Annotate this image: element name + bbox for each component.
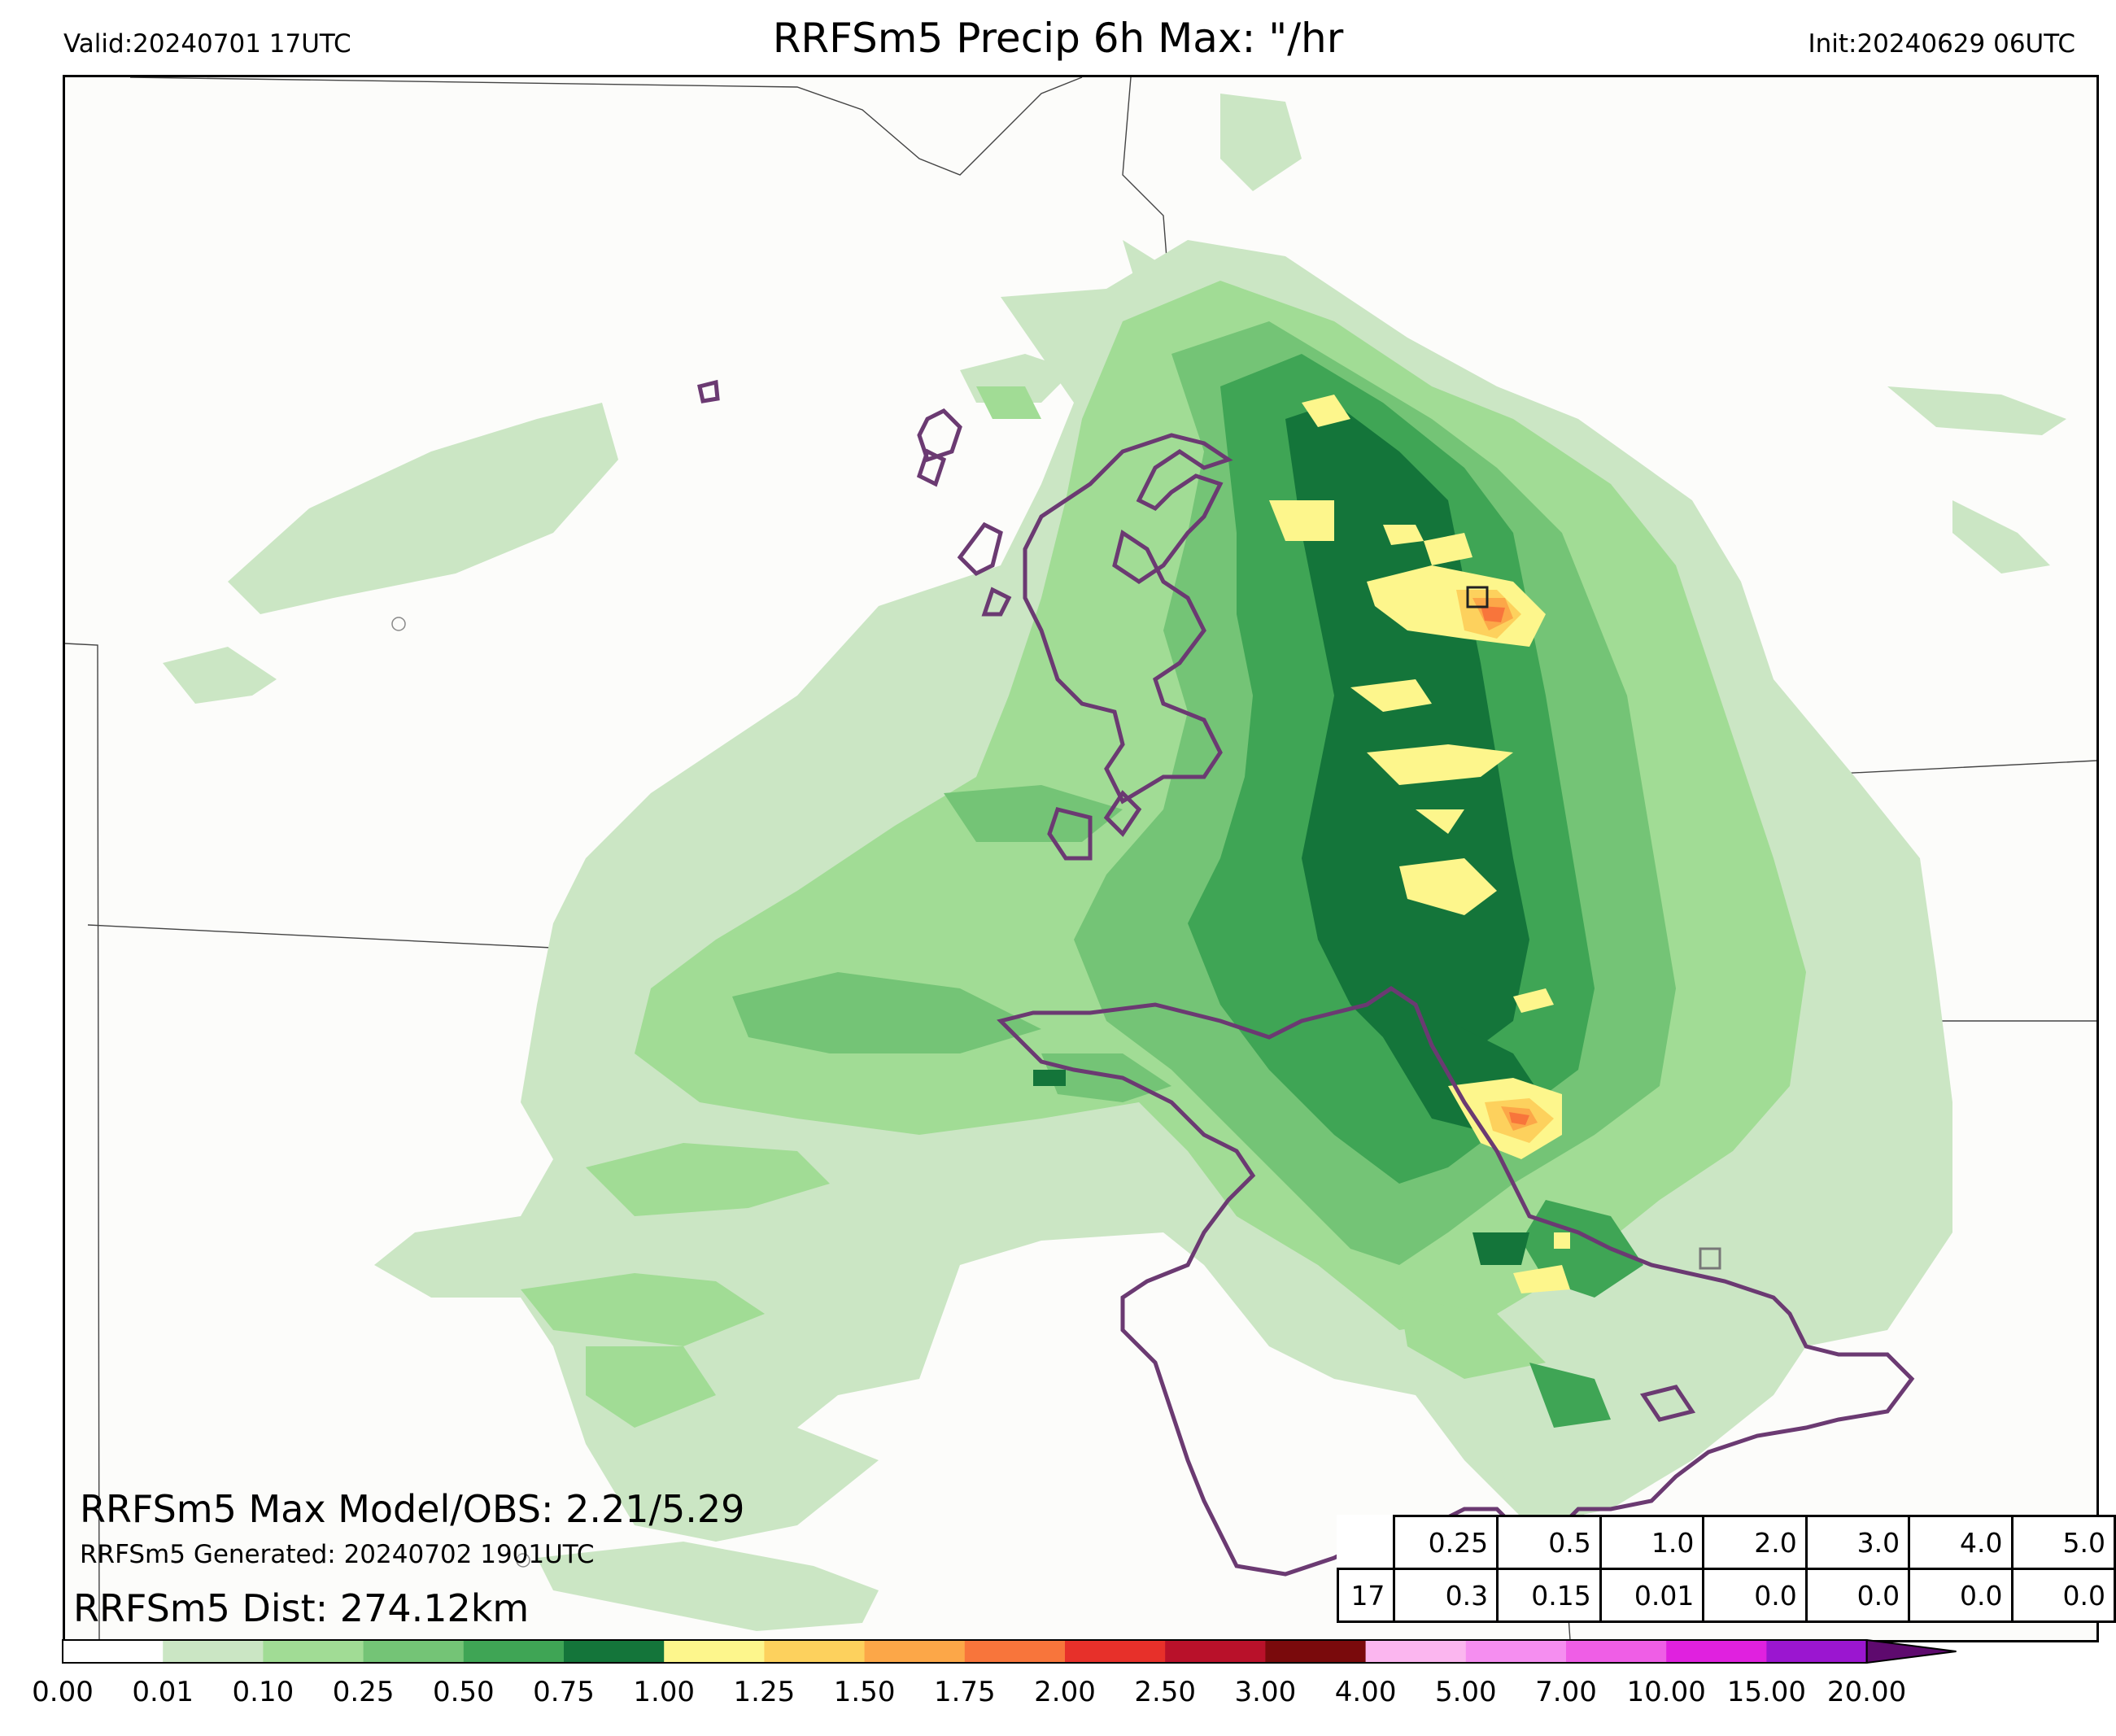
hour-label-cell: 17 [1336, 1568, 1396, 1623]
colorbar-swatch [864, 1640, 966, 1663]
colorbar-swatch [463, 1640, 565, 1663]
map-title: RRFSm5 Precip 6h Max: "/hr [772, 15, 1344, 62]
colorbar-tick-label: 20.00 [1826, 1676, 1907, 1708]
colorbar-frame [62, 1639, 1868, 1664]
colorbar-swatch [1766, 1640, 1868, 1663]
valid-time-label: Valid:20240701 17UTC [63, 29, 351, 59]
value-cell: 0.0 [2010, 1568, 2116, 1623]
colorbar-tick-label: 3.00 [1234, 1676, 1297, 1708]
map-panel [63, 75, 2099, 1642]
colorbar-swatch [564, 1640, 665, 1663]
colorbar-tick-label: 0.50 [432, 1676, 495, 1708]
colorbar-tick-label: 10.00 [1626, 1676, 1706, 1708]
colorbar-swatch [1365, 1640, 1467, 1663]
colorbar-swatch [63, 1640, 164, 1663]
colorbar-tick-label: 1.25 [733, 1676, 796, 1708]
colorbar-swatch [1566, 1640, 1667, 1663]
colorbar-swatch [964, 1640, 1066, 1663]
colorbar-tick-label: 1.75 [933, 1676, 996, 1708]
colorbar-tick-label: 1.50 [833, 1676, 896, 1708]
value-cell: 0.01 [1599, 1568, 1705, 1623]
colorbar-swatch [1666, 1640, 1767, 1663]
colorbar-swatch [1065, 1640, 1166, 1663]
obs-contours [697, 379, 1915, 1577]
threshold-cell: 0.25 [1393, 1515, 1499, 1570]
value-cell: 0.0 [1908, 1568, 2013, 1623]
threshold-cell: 5.0 [2010, 1515, 2116, 1570]
header: Valid:20240701 17UTC RRFSm5 Precip 6h Ma… [0, 0, 2116, 73]
value-row: 17 0.3 0.15 0.01 0.0 0.0 0.0 0.0 [1336, 1568, 2116, 1623]
threshold-cell: 4.0 [1908, 1515, 2013, 1570]
colorbar-swatches [62, 1638, 1957, 1664]
distance-text: RRFSm5 Dist: 274.12km [73, 1586, 530, 1630]
value-cell: 0.0 [1804, 1568, 1911, 1623]
corner-cell [1338, 1516, 1394, 1569]
colorbar-swatch [1165, 1640, 1266, 1663]
value-cell: 0.15 [1496, 1568, 1602, 1623]
precip-extreme [1456, 590, 1554, 1143]
threshold-cell: 0.5 [1496, 1515, 1602, 1570]
max-model-box [1466, 586, 1489, 608]
max-model-obs-text: RRFSm5 Max Model/OBS: 2.21/5.29 [80, 1487, 745, 1531]
colorbar-extend-arrow [1865, 1638, 1957, 1664]
threshold-cell: 2.0 [1702, 1515, 1808, 1570]
colorbar-tick-label: 0.25 [332, 1676, 395, 1708]
colorbar [62, 1638, 1957, 1664]
value-cell: 0.0 [1702, 1568, 1808, 1623]
threshold-cell: 3.0 [1804, 1515, 1911, 1570]
colorbar-tick-label: 15.00 [1726, 1676, 1807, 1708]
colorbar-tick-label: 5.00 [1434, 1676, 1497, 1708]
station-ring-2 [516, 1553, 530, 1568]
colorbar-swatch [363, 1640, 465, 1663]
colorbar-tick-label: 1.00 [633, 1676, 696, 1708]
station-ring [391, 617, 406, 631]
colorbar-swatch [1265, 1640, 1367, 1663]
colorbar-tick-label: 0.00 [32, 1676, 94, 1708]
threshold-stats-table: 0.25 0.5 1.0 2.0 3.0 4.0 5.0 17 0.3 0.15… [1336, 1515, 2116, 1623]
init-time-label: Init:20240629 06UTC [1808, 29, 2075, 59]
threshold-row: 0.25 0.5 1.0 2.0 3.0 4.0 5.0 [1338, 1515, 2116, 1570]
generated-time-text: RRFSm5 Generated: 20240702 1901UTC [80, 1540, 595, 1569]
value-cell: 0.3 [1393, 1568, 1499, 1623]
max-obs-box [1699, 1247, 1721, 1270]
colorbar-swatch [263, 1640, 364, 1663]
precip-intense [1269, 395, 1570, 1293]
colorbar-swatch [664, 1640, 765, 1663]
colorbar-swatch [764, 1640, 866, 1663]
colorbar-tick-label: 0.75 [533, 1676, 595, 1708]
colorbar-tick-label: 0.01 [132, 1676, 194, 1708]
colorbar-tick-label: 0.10 [232, 1676, 294, 1708]
colorbar-tick-label: 2.00 [1034, 1676, 1096, 1708]
colorbar-swatch [163, 1640, 264, 1663]
precip-map [65, 77, 2096, 1640]
colorbar-tick-label: 7.00 [1535, 1676, 1597, 1708]
threshold-cell: 1.0 [1599, 1515, 1705, 1570]
colorbar-tick-label: 4.00 [1334, 1676, 1397, 1708]
colorbar-swatch [1465, 1640, 1567, 1663]
colorbar-tick-label: 2.50 [1134, 1676, 1197, 1708]
